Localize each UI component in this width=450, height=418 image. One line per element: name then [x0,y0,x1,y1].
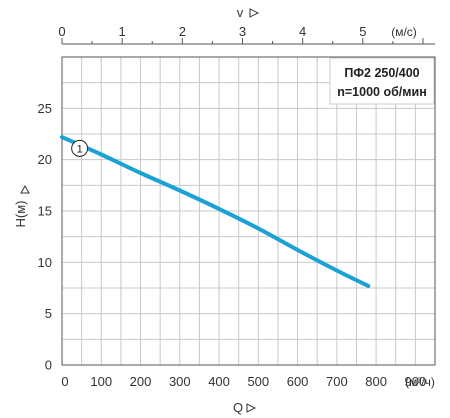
info-box: ПФ2 250/400 n=1000 об/мин [329,57,435,105]
x-tick-label: 800 [365,374,387,389]
series-point [296,248,300,252]
x-tick-label: 700 [326,374,348,389]
x-tick-label: 900 [405,374,427,389]
x-tick-label: 100 [90,374,112,389]
plot-area [61,56,436,366]
y-tick-label: 10 [38,255,52,270]
series-marker-circle [71,139,89,157]
y-tick-label: 25 [38,101,52,116]
x-axis-unit: (м³/ч) [405,375,435,389]
y-tick-label: 20 [38,152,52,167]
series-marker-label: 1 [77,143,83,155]
series-point [335,269,339,273]
x-tick-label: 600 [287,374,309,389]
top-axis-unit: (м/с) [391,25,417,39]
y-tick-label: 15 [38,204,52,219]
top-axis-tick-label: 1 [119,24,126,39]
x-axis-title: Q [233,400,257,415]
x-tick-label: 300 [169,374,191,389]
y-tick-label: 0 [45,358,52,373]
series-curve-line [60,135,371,288]
top-axis-tick-label: 5 [359,24,366,39]
y-axis-ticks: 0 5 10 15 20 25 [38,101,52,373]
y-axis-arrow-icon [20,184,30,194]
x-tick-label: 0 [61,374,68,389]
info-box-frame [329,57,435,105]
y-tick-label: 5 [45,306,52,321]
top-axis-tick-label: 2 [179,24,186,39]
top-axis-tick-label: 3 [239,24,246,39]
top-axis-arrow-icon [249,8,260,18]
x-axis-arrow-icon [246,403,257,413]
y-axis-label: H(м) [13,201,28,228]
series-point [256,226,260,230]
info-speed: n=1000 об/мин [337,85,427,99]
top-axis: 0 1 2 3 4 5 (м/с) v [58,5,435,45]
info-model: ПФ2 250/400 [344,66,419,80]
series-point [366,284,370,288]
series-point [217,207,221,211]
series-marker: 1 [71,139,89,157]
series-point [60,135,64,139]
y-axis-title: H(м) [13,184,30,228]
x-axis-label: Q [233,400,243,415]
x-tick-label: 500 [247,374,269,389]
top-axis-label: v [237,5,244,20]
x-axis-ticks: 0 100 200 300 400 500 600 700 800 900 [61,374,426,389]
series-point [139,171,143,175]
series-point [99,153,103,157]
top-axis-tick-label: 0 [58,24,65,39]
series-point [178,188,182,192]
top-axis-tick-label: 4 [299,24,306,39]
x-tick-label: 200 [130,374,152,389]
x-tick-label: 400 [208,374,230,389]
